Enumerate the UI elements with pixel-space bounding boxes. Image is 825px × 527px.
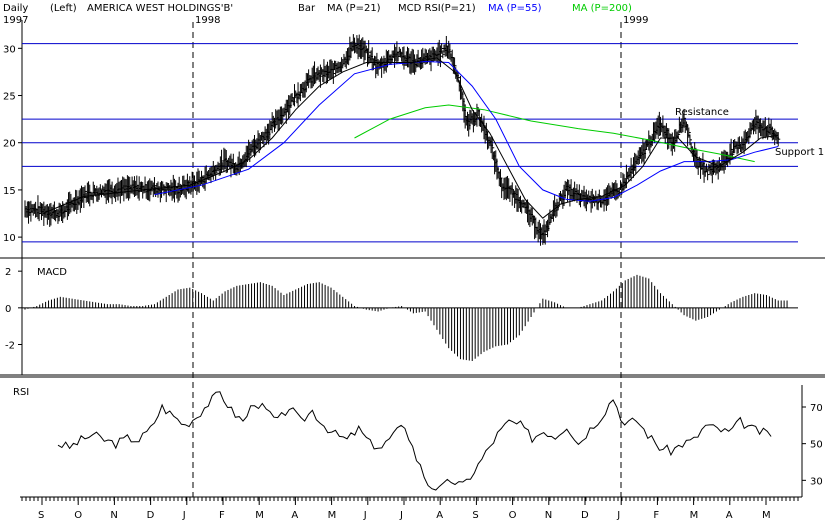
price-ytick-label-3: 25 (3, 92, 16, 103)
month-label-7: A (291, 510, 298, 521)
macd-ytick-label-2: -2 (5, 341, 15, 352)
month-label-8: M (328, 510, 337, 521)
month-label-15: D (581, 510, 589, 521)
ma200-line (354, 104, 755, 163)
rsi-ytick-label-0: 70 (810, 403, 823, 414)
macd-ytick-label-0: 2 (5, 267, 11, 278)
year-label-1999: 1999 (623, 15, 648, 26)
month-label-5: F (219, 510, 225, 521)
rsi-panel: 70 50 30 (57, 391, 823, 491)
price-ytick-label-4: 30 (3, 44, 16, 55)
rsi-panel-title: RSI (13, 387, 29, 398)
macd-rsi-legend: MCD RSI(P=21) (398, 3, 476, 14)
month-label-3: D (147, 510, 155, 521)
month-label-18: M (690, 510, 699, 521)
month-label-11: A (436, 510, 443, 521)
ticker-title: AMERICA WEST HOLDINGS'B' (87, 3, 233, 14)
scale-label: (Left) (50, 3, 77, 14)
month-label-14: N (545, 510, 552, 521)
month-label-6: M (255, 510, 264, 521)
year-label-1998: 1998 (195, 15, 220, 26)
bar-type-label: Bar (298, 3, 316, 14)
rsi-ytick-label-1: 50 (810, 440, 823, 451)
month-label-13: O (509, 510, 517, 521)
price-ytick-label-0: 10 (3, 233, 16, 244)
rsi-ytick-label-2: 30 (810, 476, 823, 487)
month-label-19: A (726, 510, 733, 521)
month-label-4: J (182, 510, 186, 521)
month-label-17: F (653, 510, 659, 521)
month-label-2: N (110, 510, 117, 521)
ma21-line (42, 57, 779, 219)
macd-ytick-label-1: 0 (5, 304, 11, 315)
price-ytick-label-2: 20 (3, 139, 16, 150)
ma21-legend: MA (P=21) (327, 3, 381, 14)
period-label: Daily (3, 3, 28, 14)
macd-panel-title: MACD (37, 267, 67, 278)
month-label-12: S (472, 510, 478, 521)
price-panel: 10 15 20 25 30 (3, 34, 798, 246)
price-ytick-label-1: 15 (3, 186, 16, 197)
month-label-0: S (38, 510, 44, 521)
rsi-line (57, 391, 772, 491)
month-label-16: J (616, 510, 620, 521)
month-label-9: J (363, 510, 367, 521)
month-label-10: J (399, 510, 403, 521)
month-label-20: M (762, 510, 771, 521)
support-annotation: Support 1 (775, 147, 824, 158)
ma55-legend: MA (P=55) (488, 3, 542, 14)
ma55-line (154, 60, 779, 202)
resistance-annotation: Resistance (675, 107, 729, 118)
macd-panel: 2 0 -2 (5, 267, 798, 361)
year-label-1997: 1997 (3, 15, 28, 26)
month-label-1: O (74, 510, 82, 521)
ma200-legend: MA (P=200) (572, 3, 632, 14)
